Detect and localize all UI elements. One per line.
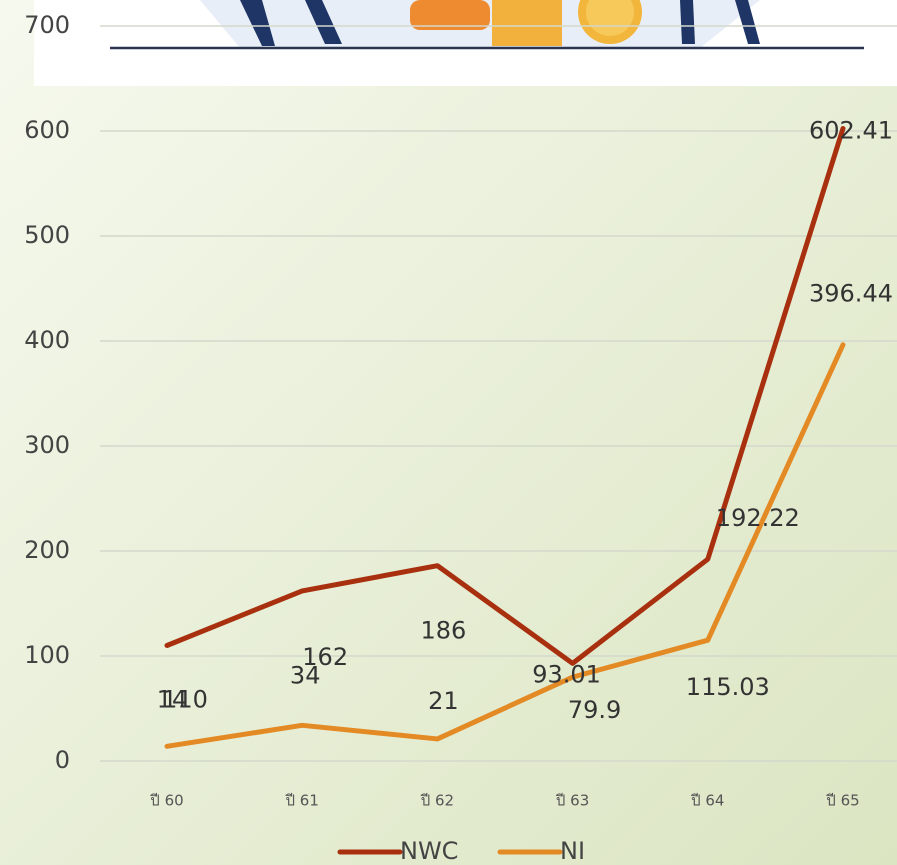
data-label: 34 [290,661,321,689]
page: {"chart_data": {"type": "line", "categor… [0,0,897,865]
x-tick-label: ปี 60 [149,792,183,810]
legend-label: NI [560,837,585,865]
data-label: 192.22 [716,504,800,532]
y-tick-label: 200 [24,536,70,564]
banner-illustration [34,0,897,86]
data-label: 602.41 [809,116,893,144]
data-label: 186 [420,617,466,645]
x-tick-label: ปี 62 [420,792,454,810]
y-tick-label: 600 [24,116,70,144]
chart: 0 100 200 300 400 500 600 700 ปี 60 ปี 61 ปี 62 ปี … [0,0,897,865]
y-tick-label: 700 [24,11,70,39]
x-tick-label: ปี 63 [555,792,589,810]
x-tick-label: ปี 65 [825,792,859,810]
x-tick-label: ปี 61 [285,792,319,810]
y-tick-label: 400 [24,326,70,354]
data-label: 396.44 [809,280,893,308]
data-label: 115.03 [686,673,770,701]
data-label: 14 [157,685,188,713]
y-tick-label: 500 [24,221,70,249]
legend-label: NWC [400,837,458,865]
y-tick-label: 100 [24,641,70,669]
y-tick-label: 300 [24,431,70,459]
data-label: 93.01 [532,660,601,688]
data-label: 21 [428,687,459,715]
data-label: 79.9 [568,696,621,724]
x-tick-label: ปี 64 [690,792,724,810]
y-tick-label: 0 [55,746,70,774]
